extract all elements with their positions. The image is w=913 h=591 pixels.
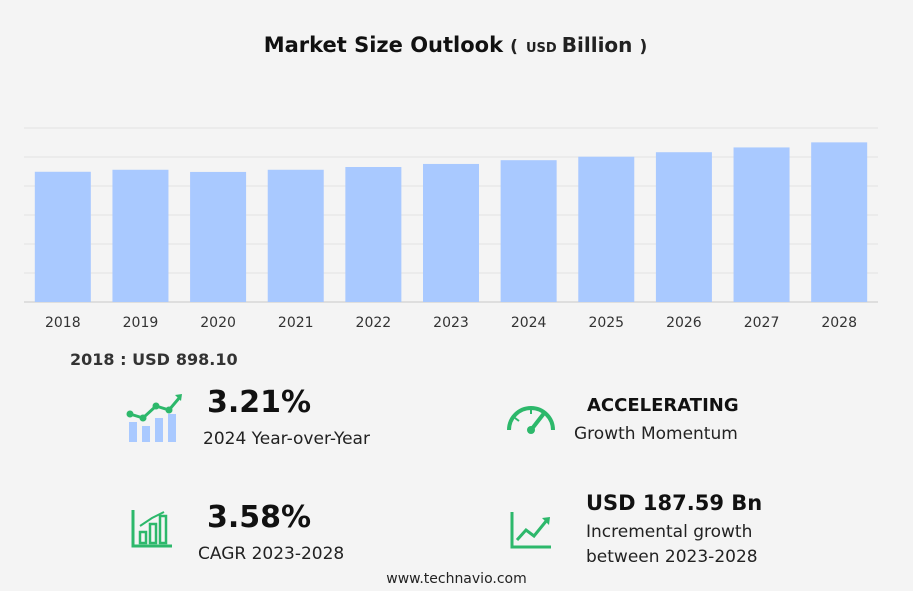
momentum-caption: Growth Momentum bbox=[574, 424, 738, 444]
base-year-value: 2018 : USD 898.10 bbox=[70, 350, 244, 369]
speedometer-icon bbox=[507, 406, 555, 434]
base-year-number: 898.10 bbox=[175, 350, 238, 369]
title-unit-small: USD bbox=[525, 41, 557, 56]
title-unit-large: Billion bbox=[561, 33, 633, 57]
incremental-caption-line2: between 2023-2028 bbox=[586, 547, 758, 567]
cagr-value: 3.58% bbox=[207, 500, 312, 535]
bar-2020 bbox=[190, 171, 247, 302]
x-tick-label-2024: 2024 bbox=[511, 315, 547, 331]
bar-2021 bbox=[267, 169, 324, 302]
bar-chart-icon bbox=[131, 510, 172, 548]
bar-2025 bbox=[578, 156, 635, 302]
bar-2027 bbox=[733, 147, 790, 302]
trend-line-icon bbox=[510, 512, 551, 549]
x-tick-label-2022: 2022 bbox=[356, 315, 392, 331]
x-tick-label-2021: 2021 bbox=[278, 315, 314, 331]
bar-2022 bbox=[345, 167, 402, 302]
incremental-headline: USD 187.59 Bn bbox=[586, 491, 763, 515]
bar-2024 bbox=[500, 160, 557, 302]
title-paren-open: ( bbox=[510, 37, 518, 57]
cagr-caption: CAGR 2023-2028 bbox=[198, 544, 345, 564]
x-tick-label-2027: 2027 bbox=[744, 315, 780, 331]
title-main: Market Size Outlook bbox=[263, 33, 504, 57]
bar-2028 bbox=[811, 142, 868, 302]
yoy-caption: 2024 Year-over-Year bbox=[203, 429, 370, 449]
x-tick-label-2025: 2025 bbox=[588, 315, 624, 331]
chart-title: Market Size Outlook ( USD Billion ) bbox=[0, 33, 913, 57]
x-tick-label-2028: 2028 bbox=[821, 315, 857, 331]
x-tick-label-2018: 2018 bbox=[45, 315, 81, 331]
x-tick-label-2019: 2019 bbox=[123, 315, 159, 331]
x-tick-label-2026: 2026 bbox=[666, 315, 702, 331]
bar-2019 bbox=[112, 169, 169, 302]
base-year-label: 2018 : USD bbox=[70, 350, 170, 369]
x-tick-label-2023: 2023 bbox=[433, 315, 469, 331]
title-paren-close: ) bbox=[639, 37, 648, 57]
footer-url: www.technavio.com bbox=[386, 571, 527, 587]
x-tick-label-2020: 2020 bbox=[200, 315, 236, 331]
bar-2026 bbox=[655, 152, 712, 302]
yoy-value: 3.21% bbox=[207, 385, 312, 420]
incremental-caption-line1: Incremental growth bbox=[586, 522, 753, 542]
bar-2023 bbox=[423, 163, 479, 302]
growth-chart-icon bbox=[126, 394, 182, 442]
bar-chart: 2018 2019 2020 2021 2022 2023 2024 2025 2026 2027… bbox=[24, 127, 878, 331]
momentum-headline: ACCELERATING bbox=[587, 395, 739, 416]
bar-2018 bbox=[34, 171, 91, 302]
